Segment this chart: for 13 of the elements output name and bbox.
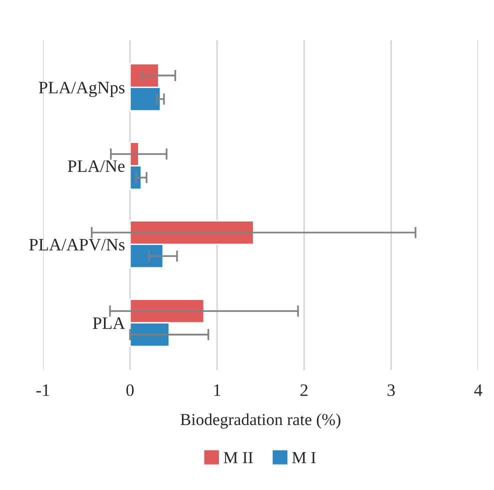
x-tick-label: 0 bbox=[126, 384, 134, 396]
y-tick-label: PLA bbox=[92, 317, 126, 329]
legend-label: M I bbox=[292, 452, 316, 464]
x-axis-title: Biodegradation rate (%) bbox=[180, 413, 340, 429]
y-tick-label: PLA/APV/Ns bbox=[29, 238, 125, 251]
y-tick-label: PLA/AgNps bbox=[38, 82, 125, 98]
y-tick-label: PLA/Ne bbox=[68, 160, 125, 172]
x-tick-label: -1 bbox=[36, 384, 50, 396]
legend-label: M II bbox=[224, 452, 253, 464]
x-tick-label: 4 bbox=[474, 384, 482, 396]
x-tick-label: 1 bbox=[214, 384, 220, 396]
x-tick-label: 2 bbox=[300, 384, 308, 396]
x-tick-label: 3 bbox=[388, 384, 395, 396]
